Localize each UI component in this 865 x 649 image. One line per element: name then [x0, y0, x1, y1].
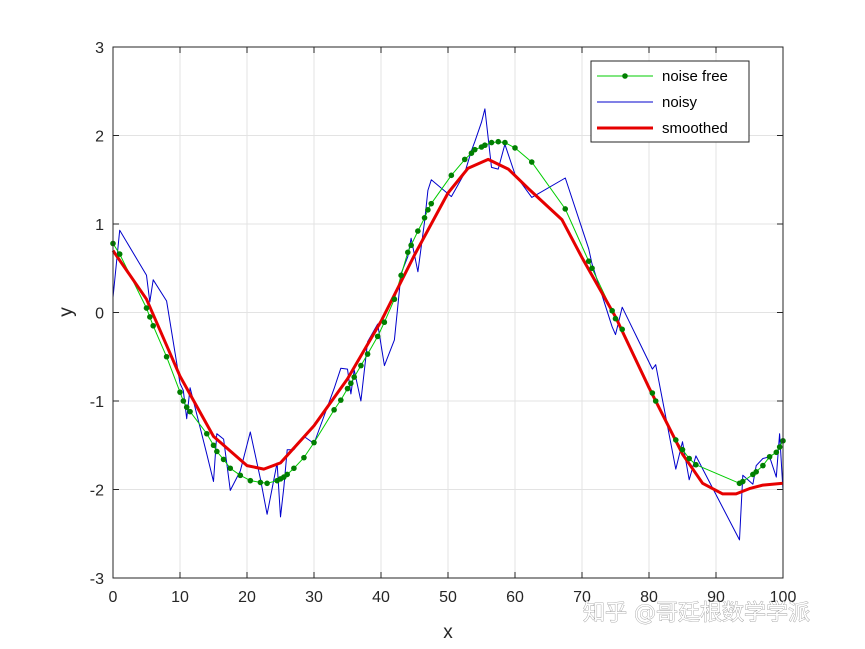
noise-free-marker — [183, 404, 190, 410]
x-tick-label: 20 — [238, 589, 256, 606]
x-tick-label: 100 — [770, 589, 797, 606]
noise-free-marker — [468, 150, 475, 156]
watermark-text: 知乎 @哥廷根数学学派 — [583, 601, 810, 626]
x-tick-label: 90 — [707, 589, 725, 606]
y-tick-label: -2 — [90, 483, 104, 500]
noise-free-marker — [311, 439, 317, 446]
x-tick-label: 10 — [171, 589, 189, 606]
legend-marker — [622, 73, 628, 79]
noise-free-marker — [502, 139, 508, 146]
noise-free-marker — [338, 397, 344, 403]
noise-free-marker — [147, 314, 153, 320]
noise-free-marker — [348, 380, 354, 387]
y-tick-label: 2 — [95, 129, 104, 146]
noise-free-marker — [381, 319, 388, 326]
noise-free-marker — [652, 398, 659, 404]
y-tick-label: -1 — [90, 394, 104, 411]
noise-free-marker — [163, 353, 170, 360]
noise-free-marker — [766, 453, 773, 460]
noise-free-marker — [180, 398, 187, 404]
series-line-noisy — [112, 108, 784, 541]
noise-free-marker — [237, 472, 244, 479]
x-axis-label: x — [443, 622, 453, 643]
y-tick-label: -3 — [90, 571, 104, 588]
noise-free-marker — [740, 478, 746, 485]
noise-free-marker — [291, 465, 297, 472]
noise-free-marker — [585, 258, 592, 264]
noise-free-marker — [495, 138, 502, 145]
x-tick-label: 40 — [372, 589, 390, 606]
x-tick-label: 60 — [506, 589, 524, 606]
y-tick-label: 3 — [95, 40, 104, 57]
legend-label: noisy — [662, 94, 698, 111]
noise-free-marker — [776, 444, 783, 450]
noise-free-marker — [421, 215, 428, 221]
noise-free-marker — [214, 448, 220, 455]
legend-label: noise free — [662, 68, 728, 85]
noise-free-marker — [187, 408, 193, 415]
noise-free-marker — [227, 465, 234, 472]
x-tick-label: 0 — [109, 589, 118, 606]
noise-free-marker — [257, 479, 264, 486]
noise-free-marker — [753, 469, 759, 475]
legend-label: smoothed — [662, 120, 728, 137]
noise-free-marker — [220, 456, 227, 463]
noise-free-marker — [143, 305, 150, 311]
x-tick-label: 50 — [439, 589, 457, 606]
noise-free-marker — [428, 200, 435, 207]
noise-free-marker — [461, 156, 468, 163]
noise-free-marker — [619, 326, 625, 333]
x-tick-label: 30 — [305, 589, 323, 606]
x-tick-label: 70 — [573, 589, 591, 606]
series-layer — [110, 108, 786, 541]
noise-free-marker — [204, 430, 210, 437]
legend: noise free noisy smoothed — [590, 60, 750, 143]
noise-free-marker — [425, 207, 431, 213]
noise-free-marker — [364, 351, 371, 357]
noise-free-marker — [398, 272, 404, 279]
axis-ticks: 0 10 20 30 40 50 60 70 80 90 100 -3 -2 -1 0 1 2 3 — [90, 40, 797, 606]
noise-free-marker — [247, 477, 254, 484]
y-axis-label: y — [56, 307, 77, 317]
noise-free-marker — [482, 142, 488, 149]
noise-free-marker — [448, 172, 455, 179]
noise-free-marker — [415, 228, 421, 234]
noise-free-marker — [358, 362, 364, 369]
noise-free-marker — [612, 315, 619, 322]
noise-free-marker — [374, 333, 381, 340]
noise-free-marker — [351, 374, 358, 380]
noise-free-marker — [589, 265, 595, 272]
noise-free-marker — [760, 462, 766, 469]
noise-free-marker — [301, 454, 307, 461]
noise-free-marker — [264, 480, 270, 487]
noise-free-marker — [116, 251, 123, 257]
noise-free-marker — [488, 139, 495, 146]
noise-free-marker — [649, 390, 656, 396]
x-tick-label: 80 — [640, 589, 658, 606]
noise-free-marker — [284, 471, 291, 478]
noise-free-marker — [344, 385, 351, 392]
y-tick-label: 0 — [95, 306, 104, 323]
noise-free-marker — [609, 307, 615, 314]
noise-free-marker — [177, 389, 183, 395]
noise-free-marker — [773, 449, 780, 456]
noise-free-marker — [679, 446, 686, 453]
noise-free-marker — [150, 322, 156, 329]
noise-free-marker — [210, 442, 217, 449]
noise-free-marker — [693, 461, 699, 468]
noise-free-marker — [408, 242, 414, 249]
noise-free-marker — [405, 249, 411, 256]
series-line-smoothed — [111, 157, 784, 496]
y-tick-label: 1 — [95, 217, 104, 234]
noise-free-marker — [391, 296, 398, 303]
noise-free-marker — [528, 159, 535, 165]
noise-free-marker — [472, 146, 478, 153]
noise-free-marker — [673, 437, 679, 443]
noise-free-marker — [686, 455, 692, 462]
noise-free-marker — [331, 407, 337, 413]
noise-free-marker — [562, 206, 569, 212]
noise-free-marker — [512, 145, 518, 151]
